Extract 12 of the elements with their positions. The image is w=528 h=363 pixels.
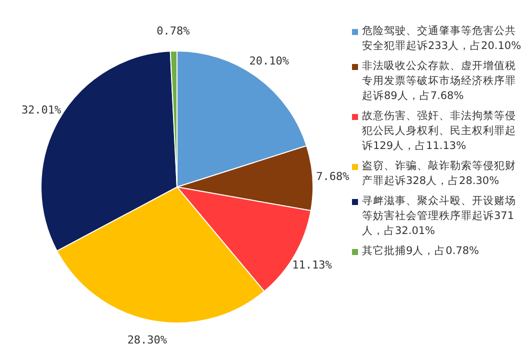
legend-label: 其它批捕9人，占0.78% [362, 244, 480, 259]
data-label: 11.13% [292, 258, 332, 272]
data-label: 28.30% [127, 334, 168, 347]
legend-label: 故意伤害、强奸、非法拘禁等侵犯公民人身权利、民主权利罪起诉129人，占11.13% [362, 109, 517, 154]
data-label: 32.01% [21, 104, 62, 117]
data-label: 0.78% [156, 24, 190, 38]
legend-label: 非法吸收公众存款、虚开增值税专用发票等破坏市场经济秩序罪起诉89人，占7.68% [362, 59, 517, 104]
legend-label: 寻衅滋事、聚众斗殴、开设赌场等妨害社会管理秩序罪起诉371人，占32.01% [362, 194, 517, 239]
data-label: 20.10% [249, 54, 290, 68]
data-label: 7.68% [316, 170, 350, 184]
legend-label: 盗窃、诈骗、敲诈勒索等侵犯财产罪起诉328人，占28.30% [362, 159, 517, 189]
legend-label: 危险驾驶、交通肇事等危害公共安全犯罪起诉233人，占20.10% [362, 24, 522, 54]
